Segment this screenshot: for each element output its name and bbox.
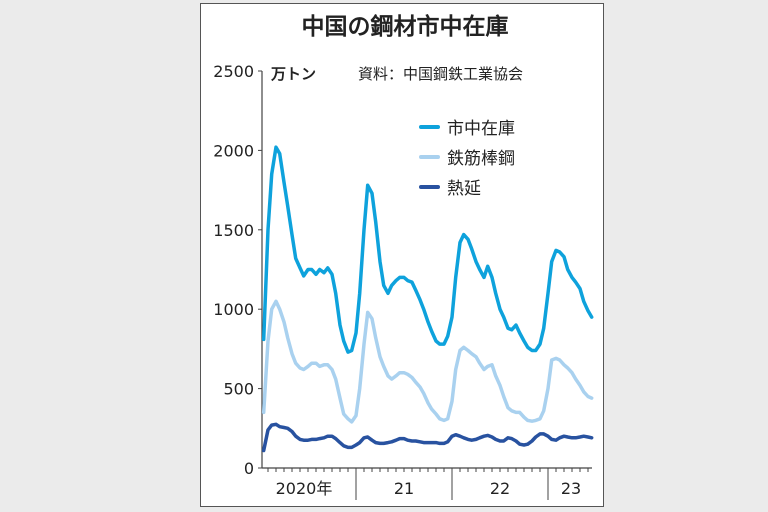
y-tick-label: 2500 <box>213 62 254 81</box>
y-tick-label: 2000 <box>213 141 254 160</box>
source-note: 資料：中国鋼鉄工業協会 <box>358 65 523 83</box>
legend-label: 市中在庫 <box>447 119 515 139</box>
y-tick-label: 1500 <box>213 221 254 240</box>
x-tick-label: 21 <box>394 479 414 498</box>
chart-title: 中国の鋼材市中在庫 <box>302 13 509 40</box>
x-tick-label: 2020年 <box>276 479 333 498</box>
series-line-1 <box>261 299 594 424</box>
y-tick-label: 500 <box>223 380 254 399</box>
y-tick-label: 0 <box>244 459 254 478</box>
x-tick-label: 22 <box>490 479 510 498</box>
series-line-2 <box>261 422 594 453</box>
series-line-0 <box>261 145 594 354</box>
legend-label: 熱延 <box>447 179 481 199</box>
x-tick-label: 23 <box>561 479 581 498</box>
y-tick-label: 1000 <box>213 300 254 319</box>
legend-label: 鉄筋棒鋼 <box>447 149 515 169</box>
y-axis-unit: 万トン <box>270 65 316 83</box>
